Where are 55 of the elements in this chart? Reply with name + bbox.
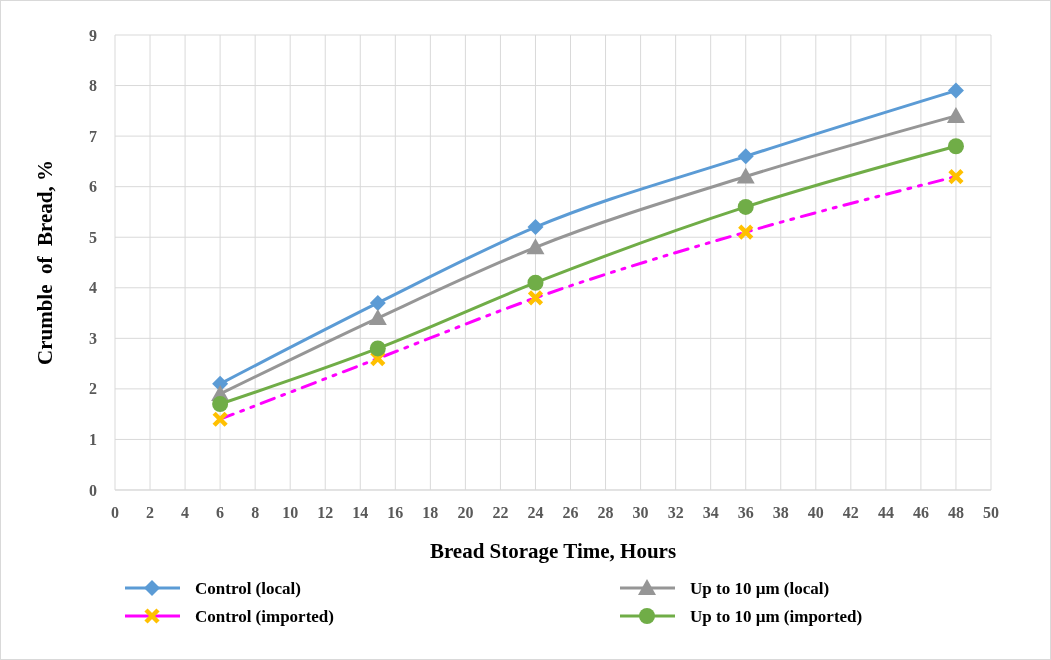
point — [369, 294, 386, 311]
y-tick-label: 6 — [89, 178, 97, 196]
point — [527, 274, 544, 291]
x-tick-label: 34 — [702, 504, 719, 521]
x-tick-label: 28 — [597, 504, 614, 521]
x-tick-label: 30 — [632, 504, 649, 521]
x-tick-label: 12 — [317, 504, 334, 521]
x-tick-label: 20 — [457, 504, 474, 521]
y-tick-label: 7 — [89, 127, 97, 145]
y-tick-label: 9 — [89, 26, 97, 44]
x-tick-label: 42 — [842, 504, 859, 521]
legend-label: Control (imported) — [195, 606, 334, 626]
point — [737, 198, 754, 215]
point — [947, 138, 964, 155]
y-tick-label: 3 — [89, 329, 97, 347]
x-tick-label: 16 — [387, 504, 404, 521]
legend-label: Up to 10 µm (local) — [690, 578, 830, 598]
point — [368, 309, 387, 326]
point — [737, 148, 754, 165]
y-axis-title: Crumble of Bread, % — [33, 160, 57, 365]
point — [526, 238, 545, 255]
x-tick-label: 26 — [562, 504, 579, 521]
x-tick-label: 22 — [492, 504, 509, 521]
y-tick-label: 0 — [89, 481, 97, 499]
x-tick-label: 2 — [146, 504, 155, 521]
x-tick-label: 40 — [807, 504, 824, 521]
y-tick-label: 1 — [89, 431, 97, 449]
legend-label: Up to 10 µm (imported) — [690, 606, 863, 626]
y-tick-label: 8 — [89, 77, 97, 95]
x-tick-label: 14 — [352, 504, 369, 521]
x-tick-label: 10 — [282, 504, 299, 521]
x-tick-label: 4 — [181, 504, 190, 521]
point — [947, 82, 964, 99]
x-tick-label: 36 — [737, 504, 754, 521]
point — [527, 219, 544, 236]
point — [212, 396, 229, 413]
x-tick-label: 18 — [422, 504, 439, 521]
legend-label: Control (local) — [195, 578, 301, 598]
point — [736, 167, 755, 184]
x-tick-label: 32 — [667, 504, 684, 521]
x-tick-label: 38 — [772, 504, 789, 521]
point — [946, 106, 965, 123]
x-tick-label: 8 — [251, 504, 260, 521]
x-tick-label: 24 — [527, 504, 544, 521]
point — [369, 340, 386, 357]
x-tick-label: 46 — [912, 504, 929, 521]
y-tick-label: 4 — [89, 279, 97, 297]
x-tick-label: 6 — [216, 504, 225, 521]
x-axis-title: Bread Storage Time, Hours — [429, 539, 677, 563]
y-tick-label: 5 — [89, 228, 97, 246]
x-tick-label: 48 — [947, 504, 964, 521]
x-tick-label: 44 — [877, 504, 894, 521]
y-tick-label: 2 — [89, 380, 97, 398]
x-tick-label: 0 — [111, 504, 119, 521]
x-tick-label: 50 — [983, 504, 999, 521]
